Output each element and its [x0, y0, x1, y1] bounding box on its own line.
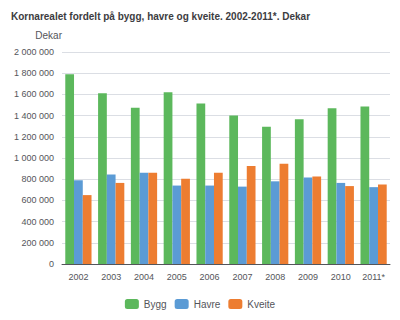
svg-text:1 200 000: 1 200 000 — [14, 132, 54, 142]
svg-text:Kornarealet fordelt på bygg, h: Kornarealet fordelt på bygg, havre og kv… — [11, 11, 310, 22]
svg-text:2006: 2006 — [200, 272, 220, 282]
svg-text:2003: 2003 — [101, 272, 121, 282]
svg-text:200 000: 200 000 — [21, 238, 54, 248]
svg-text:2009: 2009 — [298, 272, 318, 282]
svg-text:1 400 000: 1 400 000 — [14, 111, 54, 121]
svg-text:1 600 000: 1 600 000 — [14, 89, 54, 99]
svg-text:600 000: 600 000 — [21, 195, 54, 205]
svg-text:2011*: 2011* — [362, 272, 385, 282]
svg-text:2 000 000: 2 000 000 — [14, 47, 54, 57]
svg-text:2002: 2002 — [68, 272, 88, 282]
svg-text:Kveite: Kveite — [247, 299, 275, 310]
svg-text:1 000 000: 1 000 000 — [14, 153, 54, 163]
svg-text:2008: 2008 — [265, 272, 285, 282]
svg-text:400 000: 400 000 — [21, 217, 54, 227]
svg-text:1 800 000: 1 800 000 — [14, 68, 54, 78]
svg-text:800 000: 800 000 — [21, 174, 54, 184]
svg-text:2004: 2004 — [134, 272, 154, 282]
svg-text:Havre: Havre — [194, 299, 221, 310]
svg-text:2007: 2007 — [232, 272, 252, 282]
svg-text:Bygg: Bygg — [144, 299, 167, 310]
svg-text:2005: 2005 — [167, 272, 187, 282]
svg-text:0: 0 — [49, 259, 54, 269]
svg-text:2010: 2010 — [331, 272, 351, 282]
svg-text:Dekar: Dekar — [35, 30, 62, 41]
